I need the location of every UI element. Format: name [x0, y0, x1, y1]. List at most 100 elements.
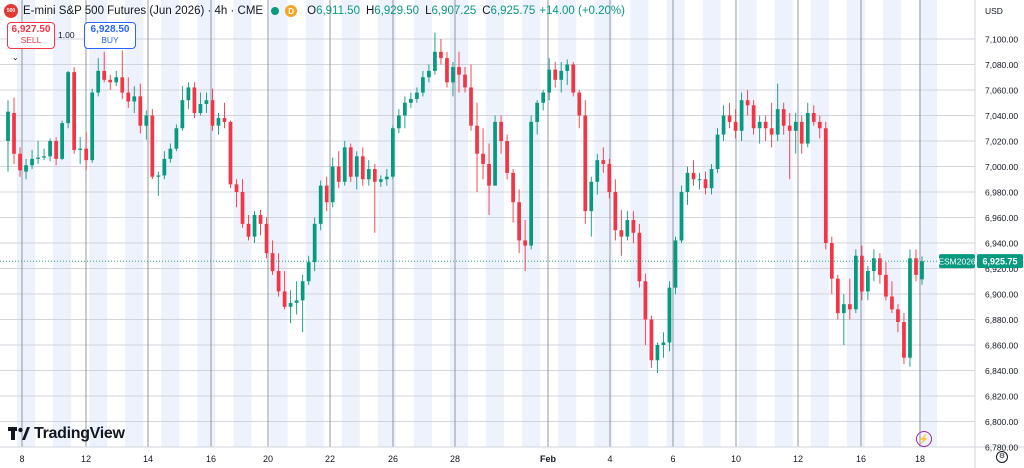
- candle-body: [396, 115, 401, 129]
- candle-body: [595, 160, 600, 182]
- low-value: 6,907.25: [431, 5, 477, 17]
- candle-body: [860, 255, 864, 292]
- candle-body: [505, 141, 509, 173]
- quantity-value[interactable]: 1.00: [58, 30, 75, 40]
- candle-body: [745, 100, 750, 106]
- open-value: 6,911.50: [316, 5, 360, 17]
- candle-body: [48, 141, 52, 157]
- candle-body: [294, 300, 299, 303]
- gear-icon[interactable]: ⚙: [996, 451, 1008, 463]
- candle-body: [78, 148, 83, 150]
- candle-body: [757, 121, 762, 129]
- y-tick-label: 6,860.00: [985, 341, 1018, 351]
- time-axis: 8 12 14 16 20 22 26 28 Feb 4 6 10 12 16 18: [19, 454, 925, 464]
- candle-body: [571, 64, 576, 93]
- candle-body: [90, 92, 95, 161]
- candle-body: [288, 302, 293, 307]
- session-band: [918, 0, 938, 447]
- candle-body: [222, 118, 227, 122]
- candle-body: [667, 287, 672, 343]
- candle-body: [186, 87, 191, 101]
- x-tick-label: 4: [607, 454, 612, 464]
- lightning-icon[interactable]: ⚡: [916, 431, 932, 447]
- y-tick-label: 6,800.00: [985, 417, 1018, 427]
- candle-body: [318, 185, 323, 224]
- candle-body: [433, 51, 437, 71]
- sell-button[interactable]: 6,927.50 SELL: [7, 22, 55, 49]
- candle-body: [6, 111, 10, 141]
- candle-body: [234, 184, 239, 192]
- session-band: [594, 0, 613, 447]
- candle-body: [354, 156, 359, 177]
- candle-body: [409, 98, 413, 103]
- y-tick-label: 6,920.00: [985, 264, 1018, 274]
- buy-button[interactable]: 6,928.50 BUY: [84, 22, 136, 49]
- session-band: [125, 0, 144, 447]
- session-band: [774, 0, 793, 447]
- candle-body: [252, 214, 257, 237]
- y-tick-label: 7,100.00: [985, 35, 1018, 45]
- y-tick-label: 6,780.00: [985, 443, 1018, 453]
- candle-body: [908, 258, 912, 358]
- delayed-data-badge[interactable]: D: [285, 5, 298, 17]
- candle-body: [775, 109, 780, 135]
- buy-label: BUY: [101, 35, 119, 45]
- candle-body: [547, 69, 552, 93]
- candle-body: [372, 169, 377, 182]
- candle-body: [138, 96, 143, 126]
- candle-body: [150, 115, 155, 177]
- candle-body: [421, 77, 425, 93]
- candle-body: [577, 92, 582, 116]
- candle-body: [174, 128, 179, 149]
- session-band: [702, 0, 721, 447]
- y-tick-label: 6,900.00: [985, 290, 1018, 300]
- candle-body: [487, 163, 491, 186]
- candle-body: [661, 342, 666, 345]
- chevron-down-icon[interactable]: ⌄: [12, 53, 19, 62]
- session-band: [341, 0, 360, 447]
- currency-label: USD: [985, 6, 1003, 16]
- session-band: [558, 0, 577, 447]
- candle-body: [643, 281, 648, 320]
- session-band: [810, 0, 829, 447]
- y-tick-label: 7,000.00: [985, 162, 1018, 172]
- x-tick-label: 26: [388, 454, 398, 464]
- session-band: [269, 0, 288, 447]
- candle-body: [847, 304, 852, 310]
- candle-body: [655, 345, 660, 361]
- tradingview-logo[interactable]: TradingView: [8, 425, 125, 443]
- buy-price: 6,928.50: [90, 24, 130, 35]
- candle-body: [324, 185, 329, 203]
- candle-body: [240, 192, 245, 224]
- tradingview-logo-icon: [8, 427, 30, 440]
- candle-body: [348, 147, 353, 177]
- sell-price: 6,927.50: [11, 24, 51, 35]
- symbol-title[interactable]: E-mini S&P 500 Futures (Jun 2026) · 4h ·…: [23, 5, 264, 17]
- candle-body: [541, 92, 546, 103]
- x-tick-label: 22: [325, 454, 335, 464]
- y-tick-label: 7,020.00: [985, 137, 1018, 147]
- y-tick-label: 6,940.00: [985, 239, 1018, 249]
- session-band: [377, 0, 396, 447]
- candle-body: [228, 121, 233, 185]
- candle-body: [276, 271, 281, 292]
- candle-body: [601, 160, 606, 164]
- candle-body: [439, 51, 443, 59]
- x-tick-label: 16: [206, 454, 216, 464]
- candle-body: [799, 121, 804, 144]
- candle-body: [535, 102, 540, 122]
- y-tick-label: 6,820.00: [985, 392, 1018, 402]
- candle-body: [168, 148, 173, 159]
- y-tick-label: 7,040.00: [985, 111, 1018, 121]
- candle-body: [445, 58, 449, 83]
- candle-body: [282, 291, 287, 307]
- candle-body: [270, 253, 275, 272]
- close-value: 6,925.75: [490, 5, 536, 17]
- candle-body: [619, 230, 624, 237]
- candle-body: [884, 274, 888, 297]
- last-price-tag-bg: [977, 254, 1023, 269]
- session-band: [738, 0, 757, 447]
- close-label: C: [482, 5, 491, 17]
- low-label: L: [425, 5, 432, 17]
